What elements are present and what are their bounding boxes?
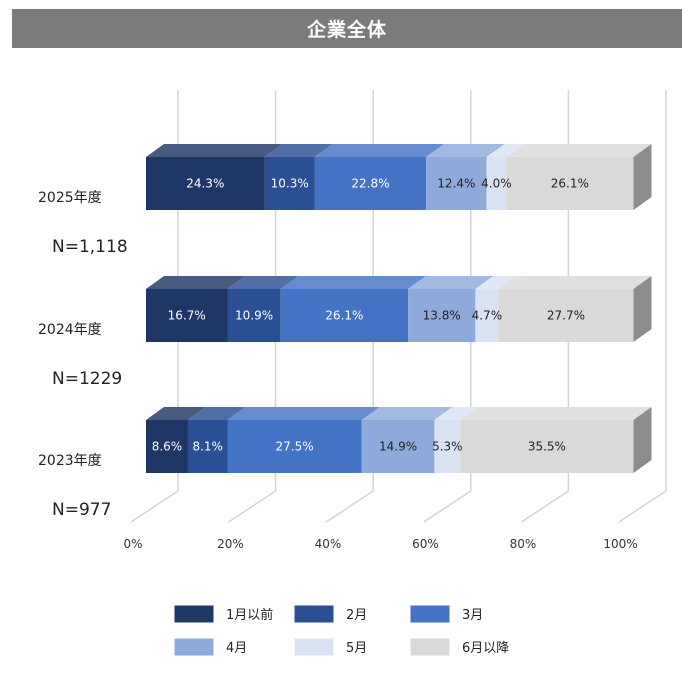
legend-label: 3月 xyxy=(462,608,483,623)
category-label: 2024年度 xyxy=(38,322,102,338)
bar-segment-top xyxy=(264,144,333,157)
legend-swatch xyxy=(409,637,451,657)
data-label: 26.1% xyxy=(325,309,363,323)
sample-size-label: N=1,118 xyxy=(52,237,128,257)
bar-segment xyxy=(426,157,487,210)
legend-swatch xyxy=(173,637,215,657)
bar-segment-top xyxy=(187,407,246,420)
bar-segment xyxy=(361,420,435,473)
bar-segment xyxy=(227,289,281,342)
bar-segment xyxy=(227,420,362,473)
data-label: 13.8% xyxy=(423,309,461,323)
category-label: 2025年度 xyxy=(38,190,102,206)
legend-label: 2月 xyxy=(346,608,367,623)
bar-segment-top xyxy=(146,407,206,420)
bar-segment xyxy=(498,289,634,342)
bar-segment-top xyxy=(146,276,246,289)
bar-segment-top xyxy=(361,407,453,420)
floor-gridline xyxy=(423,490,472,523)
x-tick-label: 20% xyxy=(217,537,244,551)
data-label: 5.3% xyxy=(432,440,463,454)
data-label: 27.5% xyxy=(276,440,314,454)
bar-side-face xyxy=(633,407,652,473)
bar-segment-top xyxy=(475,276,517,289)
legend-swatch xyxy=(293,604,335,624)
bar-segment-top xyxy=(146,144,283,157)
bar-segment-top xyxy=(498,276,652,289)
bar-segment-top xyxy=(434,407,479,420)
legend-label: 1月以前 xyxy=(226,607,273,623)
bar-segment xyxy=(146,420,188,473)
data-label: 8.6% xyxy=(152,440,183,454)
data-label: 12.4% xyxy=(437,177,475,191)
x-tick-label: 80% xyxy=(510,537,537,551)
sample-size-label: N=1229 xyxy=(52,369,122,389)
bar-segment xyxy=(187,420,228,473)
bar-segment-top xyxy=(486,144,525,157)
x-tick-label: 0% xyxy=(123,537,142,551)
bar-segment xyxy=(146,157,265,210)
bar-segment xyxy=(280,289,409,342)
floor-gridline xyxy=(325,490,374,523)
legend-swatch xyxy=(409,604,451,624)
data-label: 16.7% xyxy=(168,309,206,323)
bar-segment xyxy=(314,157,427,210)
bar-segment-top xyxy=(227,407,380,420)
x-tick-label: 40% xyxy=(315,537,342,551)
data-label: 10.3% xyxy=(271,177,309,191)
legend-label: 4月 xyxy=(226,641,247,656)
data-label: 14.9% xyxy=(379,440,417,454)
bar-segment-top xyxy=(227,276,299,289)
data-label: 10.9% xyxy=(235,309,273,323)
data-label: 27.7% xyxy=(547,309,585,323)
x-tick-label: 60% xyxy=(412,537,439,551)
floor-gridline xyxy=(228,490,277,523)
bar-segment-top xyxy=(460,407,652,420)
legend-label: 5月 xyxy=(346,641,367,656)
bar-segment xyxy=(264,157,315,210)
floor-gridline xyxy=(520,490,569,523)
bar-segment xyxy=(486,157,507,210)
bar-segment xyxy=(460,420,634,473)
bar-segment xyxy=(408,289,476,342)
bar-side-face xyxy=(633,144,652,210)
bar-segment-top xyxy=(426,144,505,157)
data-label: 35.5% xyxy=(528,440,566,454)
data-label: 8.1% xyxy=(192,440,223,454)
legend-swatch xyxy=(293,637,335,657)
sample-size-label: N=977 xyxy=(52,500,111,520)
legend-label: 6月以降 xyxy=(462,641,509,656)
chart-title: 企業全体 xyxy=(12,9,682,48)
legend-swatch xyxy=(173,604,215,624)
bar-segment-top xyxy=(506,144,652,157)
data-label: 4.0% xyxy=(481,177,512,191)
bar-segment xyxy=(434,420,461,473)
bar-segment-top xyxy=(280,276,427,289)
data-label: 24.3% xyxy=(186,177,224,191)
bar-segment-top xyxy=(408,276,494,289)
bar-side-face xyxy=(633,276,652,342)
bar-segment xyxy=(475,289,499,342)
floor-gridline xyxy=(618,490,667,523)
floor-gridline xyxy=(130,490,179,523)
bar-segment xyxy=(506,157,634,210)
data-label: 26.1% xyxy=(551,177,589,191)
category-label: 2023年度 xyxy=(38,453,102,469)
data-label: 4.7% xyxy=(472,309,503,323)
bar-segment xyxy=(146,289,228,342)
bar-segment-top xyxy=(314,144,445,157)
x-tick-label: 100% xyxy=(603,537,637,551)
data-label: 22.8% xyxy=(351,177,389,191)
